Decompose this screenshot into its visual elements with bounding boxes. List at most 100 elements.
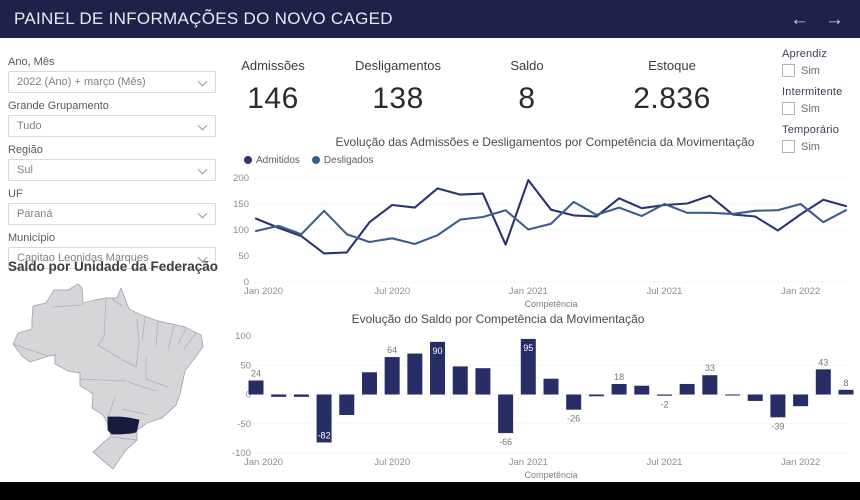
saldo-bar <box>543 378 559 395</box>
state-borders <box>12 298 197 441</box>
dropdown-value: Paraná <box>17 208 53 220</box>
kpi-value: 2.836 <box>633 82 711 115</box>
letterbox-bar <box>0 482 860 500</box>
y-axis-tick-label: -100 <box>232 448 251 459</box>
kpi-label: Saldo <box>510 58 544 73</box>
saldo-bar <box>747 394 763 401</box>
series-desligados <box>254 200 848 246</box>
saldo-bar <box>475 368 491 395</box>
saldo-bar <box>566 394 582 410</box>
y-axis-tick-label: 150 <box>233 199 249 210</box>
toggle-panel: Aprendiz Sim Intermitente Sim Temporário… <box>782 48 858 162</box>
x-axis-tick-label: Jan 2020 <box>244 457 283 468</box>
kpi-desligamentos: Desligamentos 138 <box>323 58 473 116</box>
toggle-temporario: Temporário Sim <box>782 124 858 153</box>
checkbox-label: Sim <box>801 102 820 115</box>
kpi-admissoes: Admissões 146 <box>198 58 348 116</box>
line-chart-canvas[interactable]: 0 50 100 150 200 Jan 2020 Jul 2020 Jan 2021 Jul … <box>230 170 860 311</box>
checkbox-label: Sim <box>801 140 820 153</box>
municipio-dropdown[interactable]: Capitao Leonidas Marques <box>8 247 216 269</box>
bar-value-label: 33 <box>705 363 715 373</box>
legend-desligados[interactable]: Desligados <box>311 155 373 166</box>
filter-label: Grande Grupamento <box>8 100 109 112</box>
aprendiz-sim-checkbox[interactable] <box>782 64 795 77</box>
report-canvas: PAINEL DE INFORMAÇÕES DO NOVO CAGED ← → … <box>0 0 860 482</box>
nav-back-arrow-icon[interactable]: ← <box>790 8 809 30</box>
intermitente-sim-checkbox[interactable] <box>782 102 795 115</box>
bar-value-label: -39 <box>771 421 784 431</box>
y-axis-tick-label: 0 <box>244 277 249 288</box>
y-axis-tick-label: 50 <box>238 251 249 262</box>
saldo-bar <box>384 357 400 395</box>
saldo-bar <box>430 341 446 395</box>
saldo-bar <box>634 385 650 395</box>
bar-value-label: -82 <box>318 430 331 440</box>
filter-label: Ano, Mês <box>8 56 55 68</box>
bar-value-label: 8 <box>843 378 848 388</box>
nav-forward-arrow-icon[interactable]: → <box>825 8 844 30</box>
map-container <box>8 278 218 478</box>
legend-admitidos[interactable]: Admitidos <box>244 155 300 166</box>
x-axis-tick-label: Jul 2020 <box>374 286 410 297</box>
kpi-estoque: Estoque 2.836 <box>597 58 747 116</box>
bar-value-label: 24 <box>251 368 261 378</box>
uf-dropdown[interactable]: Paraná <box>8 203 216 225</box>
x-axis-title: Competência <box>524 470 577 480</box>
filter-grande-grupamento: Grande Grupamento Tudo <box>8 100 216 137</box>
saldo-bar <box>293 394 309 397</box>
filter-ano-mes: Ano, Mês 2022 (Ano) + março (Mês) <box>8 56 216 93</box>
saldo-bar <box>248 380 264 395</box>
desligados-dot-icon <box>311 156 320 164</box>
dropdown-value: 2022 (Ano) + março (Mês) <box>17 76 146 88</box>
toggle-label: Aprendiz <box>782 48 828 60</box>
x-axis-tick-label: Jan 2022 <box>781 286 820 297</box>
dropdown-value: Sul <box>17 164 33 176</box>
line-chart-visual: Evolução das Admissões e Desligamentos p… <box>230 135 860 312</box>
bar-value-label: -66 <box>499 437 512 447</box>
saldo-bar <box>520 338 536 395</box>
kpi-value: 138 <box>372 82 424 115</box>
chevron-down-icon <box>197 120 208 131</box>
bar-chart-canvas[interactable]: -100 -50 0 50 100 24 -82 64 90 -66 95 -26 18 -2 33 -39 4… <box>230 328 860 482</box>
y-axis-tick-label: -50 <box>237 419 251 430</box>
saldo-bar <box>407 353 423 395</box>
kpi-value: 146 <box>247 82 299 115</box>
line-chart-title: Evolução das Admissões e Desligamentos p… <box>335 135 755 149</box>
y-axis-tick-label: 0 <box>246 390 251 401</box>
brazil-map[interactable] <box>8 278 218 478</box>
saldo-bar <box>361 372 377 395</box>
regiao-dropdown[interactable]: Sul <box>8 159 216 181</box>
toggle-label: Temporário <box>782 124 840 136</box>
saldo-bar <box>770 394 786 418</box>
state-parana-highlight[interactable] <box>107 416 140 435</box>
saldo-bar <box>725 394 741 396</box>
grande-grupamento-dropdown[interactable]: Tudo <box>8 115 216 137</box>
map-title: Saldo por Unidade da Federação <box>7 259 219 274</box>
y-axis-tick-label: 100 <box>233 225 249 236</box>
dropdown-value: Tudo <box>17 120 42 132</box>
chevron-down-icon <box>197 208 208 219</box>
saldo-bar <box>656 394 672 396</box>
toggle-intermitente: Intermitente Sim <box>782 86 858 115</box>
saldo-bar <box>793 394 809 407</box>
x-axis-title: Competência <box>524 299 577 309</box>
filter-uf: UF Paraná <box>8 188 216 225</box>
page-navigation: ← → <box>790 0 844 38</box>
bar-value-label: 64 <box>387 345 397 355</box>
saldo-bar <box>815 369 831 395</box>
x-axis-tick-label: Jul 2021 <box>647 286 683 297</box>
chevron-down-icon <box>197 164 208 175</box>
filter-panel: Ano, Mês 2022 (Ano) + março (Mês) Grande… <box>8 56 216 276</box>
line-chart-legend: Admitidos Desligados <box>244 154 860 166</box>
temporario-sim-checkbox[interactable] <box>782 140 795 153</box>
x-axis-tick-label: Jul 2020 <box>374 457 410 468</box>
toggle-aprendiz: Aprendiz Sim <box>782 48 858 77</box>
saldo-bar <box>271 394 287 397</box>
saldo-bar <box>339 394 355 415</box>
ano-mes-dropdown[interactable]: 2022 (Ano) + março (Mês) <box>8 71 216 93</box>
brazil-outline[interactable] <box>12 283 204 470</box>
admitidos-dot-icon <box>244 156 252 164</box>
series-admitidos <box>254 179 848 255</box>
saldo-bar <box>702 375 718 395</box>
